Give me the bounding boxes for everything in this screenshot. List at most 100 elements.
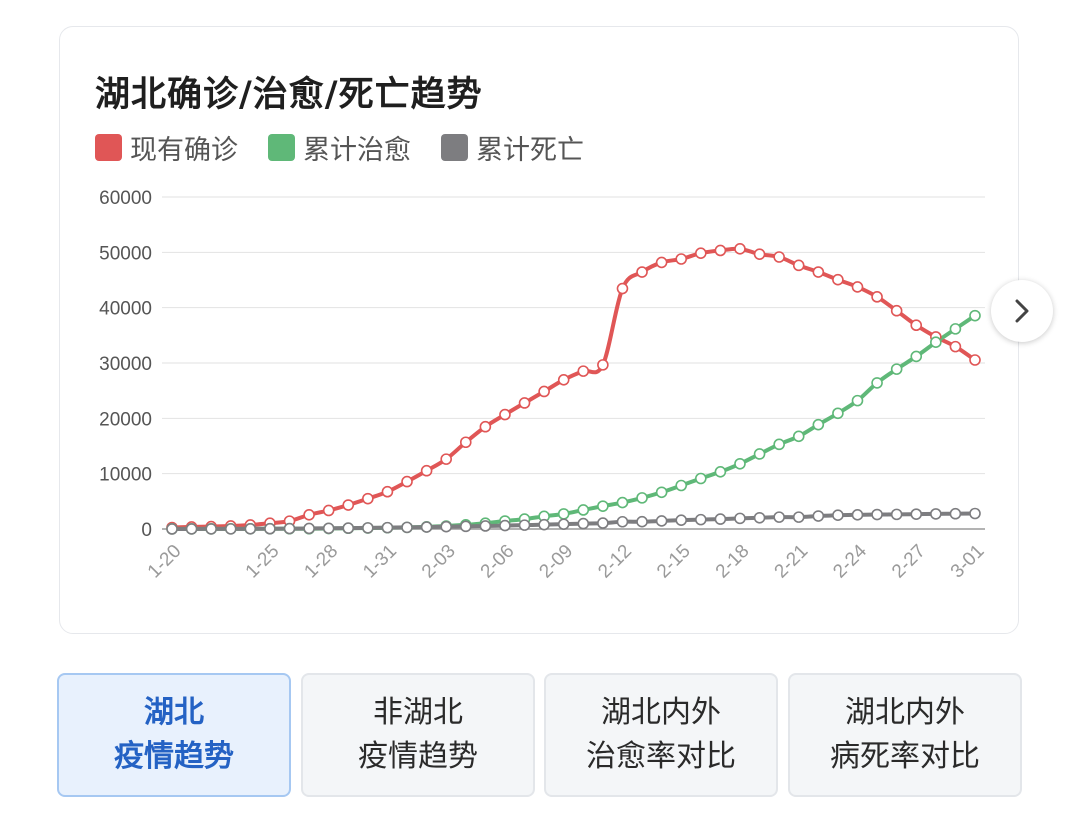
tab-death-rate-compare[interactable]: 湖北内外 病死率对比 [788, 673, 1022, 797]
chart-legend: 现有确诊 累计治愈 累计死亡 [95, 128, 614, 167]
data-point-2 [362, 522, 374, 534]
data-point-2 [792, 511, 805, 523]
data-point-1 [655, 486, 668, 499]
data-point-0 [832, 273, 844, 286]
data-point-0 [479, 420, 492, 433]
data-point-0 [322, 504, 335, 517]
legend-swatch-deaths [441, 134, 468, 161]
data-point-0 [440, 453, 452, 465]
data-point-2 [420, 521, 433, 533]
data-point-2 [930, 508, 942, 520]
data-point-1 [597, 500, 609, 512]
y-tick-label: 30000 [99, 354, 152, 375]
next-chart-button[interactable] [991, 280, 1053, 342]
tab-line2: 病死率对比 [830, 739, 980, 774]
y-tick-label: 20000 [99, 409, 152, 430]
data-point-1 [636, 492, 648, 504]
data-point-0 [675, 253, 688, 265]
legend-item-cured[interactable]: 累计治愈 [268, 128, 411, 167]
x-tick-label: 1-20 [144, 541, 186, 583]
data-point-2 [577, 517, 590, 530]
data-point-0 [518, 397, 531, 409]
data-point-2 [773, 511, 785, 523]
x-tick-label: 2-18 [712, 541, 754, 583]
data-point-1 [949, 323, 962, 335]
x-tick-label: 1-31 [359, 541, 401, 583]
data-point-2 [459, 520, 472, 533]
data-point-2 [185, 523, 198, 535]
data-point-0 [459, 436, 472, 449]
data-point-0 [342, 499, 355, 511]
data-point-1 [792, 430, 805, 443]
data-point-2 [734, 512, 746, 525]
data-point-1 [557, 508, 570, 520]
data-point-0 [362, 492, 374, 505]
data-point-2 [166, 523, 178, 535]
data-point-2 [244, 522, 257, 535]
data-point-1 [812, 418, 825, 431]
data-point-2 [499, 519, 511, 532]
tab-cure-rate-compare[interactable]: 湖北内外 治愈率对比 [544, 673, 778, 797]
data-point-1 [714, 466, 727, 478]
tab-non-hubei-trend[interactable]: 非湖北 疫情趋势 [301, 673, 535, 797]
x-tick-label: 3-01 [947, 541, 989, 583]
x-tick-label: 2-09 [536, 541, 578, 583]
tab-hubei-trend[interactable]: 湖北 疫情趋势 [57, 673, 291, 797]
data-point-2 [636, 515, 648, 528]
data-point-1 [910, 350, 923, 363]
legend-swatch-cured [268, 134, 295, 161]
data-point-0 [499, 408, 511, 421]
data-point-0 [695, 247, 707, 259]
data-point-2 [890, 508, 903, 521]
legend-item-deaths[interactable]: 累计死亡 [441, 128, 584, 167]
data-point-0 [734, 243, 746, 255]
data-point-2 [401, 521, 413, 534]
chevron-right-icon [1015, 299, 1029, 323]
data-point-0 [420, 464, 433, 477]
data-point-2 [479, 520, 492, 532]
data-point-0 [871, 291, 883, 303]
data-point-2 [303, 522, 315, 535]
data-point-0 [812, 266, 825, 278]
data-point-0 [401, 475, 413, 488]
data-point-2 [440, 520, 452, 533]
data-point-2 [851, 509, 864, 521]
tab-line2: 疫情趋势 [114, 739, 234, 774]
x-tick-label: 1-28 [300, 541, 342, 583]
data-point-1 [753, 448, 766, 460]
data-point-0 [597, 359, 609, 371]
data-point-0 [969, 354, 981, 366]
data-point-0 [616, 282, 629, 295]
data-point-2 [753, 511, 766, 524]
y-tick-label: 0 [141, 520, 152, 541]
data-point-2 [675, 514, 688, 526]
data-point-0 [714, 244, 727, 257]
line-chart: 60000 50000 40000 30000 20000 10000 01-20 1-25 1… [99, 188, 989, 583]
data-point-1 [930, 336, 942, 349]
x-tick-label: 2-21 [771, 541, 813, 583]
x-tick-label: 2-24 [829, 540, 871, 582]
legend-swatch-confirmed [95, 134, 122, 161]
y-tick-label: 50000 [99, 243, 152, 264]
data-point-0 [557, 373, 570, 386]
series-line-1 [170, 313, 977, 531]
y-tick-label: 10000 [99, 465, 152, 486]
data-point-1 [734, 457, 746, 470]
data-point-1 [832, 407, 844, 420]
data-point-2 [910, 508, 923, 520]
data-point-2 [518, 519, 531, 531]
legend-item-confirmed[interactable]: 现有确诊 [95, 128, 238, 167]
legend-label-confirmed: 现有确诊 [130, 135, 238, 166]
data-point-2 [538, 518, 550, 531]
data-point-0 [538, 385, 550, 398]
data-point-2 [264, 522, 276, 535]
data-point-2 [616, 515, 629, 528]
data-point-0 [890, 304, 903, 317]
data-point-1 [890, 363, 903, 375]
data-point-0 [851, 281, 864, 293]
data-point-1 [871, 377, 883, 389]
data-point-2 [557, 518, 570, 530]
data-point-2 [655, 515, 668, 527]
data-point-0 [577, 365, 590, 377]
data-point-2 [381, 521, 394, 534]
